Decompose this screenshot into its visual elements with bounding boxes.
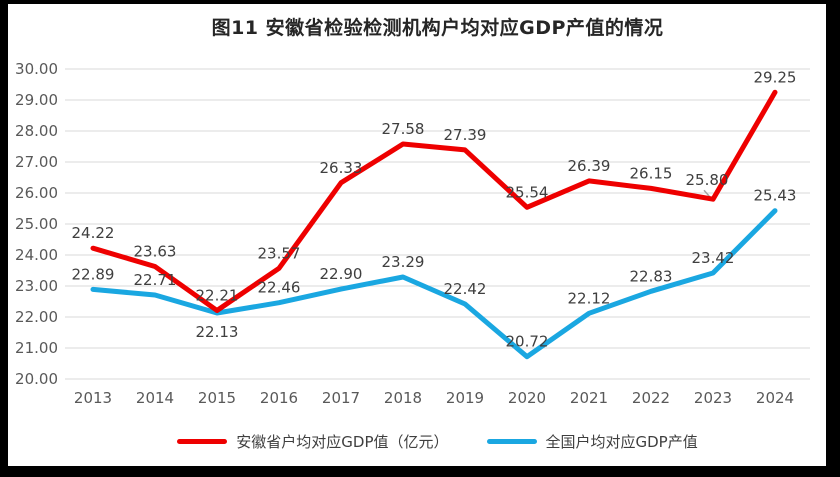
data-label: 22.13: [196, 323, 239, 341]
y-tick-label: 25.00: [15, 215, 58, 233]
x-tick-label: 2024: [756, 389, 794, 407]
y-tick-label: 24.00: [15, 246, 58, 264]
data-label: 24.22: [72, 224, 115, 242]
x-tick-label: 2020: [508, 389, 546, 407]
y-tick-label: 27.00: [15, 153, 58, 171]
chart-title: 图11 安徽省检验检测机构户均对应GDP产值的情况: [211, 17, 664, 39]
data-label: 22.46: [258, 279, 301, 297]
data-label: 23.63: [134, 242, 177, 260]
y-tick-label: 21.00: [15, 339, 58, 357]
data-label: 27.58: [382, 120, 425, 138]
x-tick-label: 2016: [260, 389, 298, 407]
legend-item-national: 全国户均对应GDP产值: [486, 431, 698, 452]
legend-line-blue-icon: [486, 438, 537, 444]
data-label: 29.25: [754, 68, 797, 86]
series-line-national: [90, 208, 778, 360]
data-label: 22.90: [320, 265, 363, 283]
y-tick-label: 28.00: [15, 122, 58, 140]
x-tick-label: 2018: [384, 389, 422, 407]
legend-line-red-icon: [177, 438, 228, 444]
x-tick-label: 2014: [136, 389, 174, 407]
x-tick-label: 2023: [694, 389, 732, 407]
y-tick-label: 29.00: [15, 91, 58, 109]
legend: 安徽省户均对应GDP值（亿元） 全国户均对应GDP产值: [65, 425, 810, 457]
x-tick-label: 2021: [570, 389, 608, 407]
data-label: 22.21: [196, 286, 239, 304]
legend-label-anhui: 安徽省户均对应GDP值（亿元）: [236, 432, 449, 451]
data-label: 23.57: [258, 244, 301, 262]
x-tick-label: 2017: [322, 389, 360, 407]
data-label: 25.43: [754, 187, 797, 205]
data-label: 22.83: [630, 267, 673, 285]
x-tick-label: 2013: [74, 389, 112, 407]
data-label: 20.72: [506, 333, 549, 351]
data-label: 23.42: [692, 249, 735, 267]
data-label: 22.71: [134, 271, 177, 289]
x-tick-label: 2022: [632, 389, 670, 407]
x-tick-label: 2019: [446, 389, 484, 407]
x-tick-label: 2015: [198, 389, 236, 407]
data-label: 26.33: [320, 159, 363, 177]
data-label: 22.42: [444, 280, 487, 298]
y-tick-label: 23.00: [15, 277, 58, 295]
data-label: 22.12: [568, 289, 611, 307]
data-label: 25.80: [686, 171, 729, 189]
data-label: 23.29: [382, 253, 425, 271]
y-tick-label: 26.00: [15, 184, 58, 202]
legend-label-national: 全国户均对应GDP产值: [545, 432, 698, 451]
line-chart: 20.00 21.00 22.00 23.00 24.00 25.00 26.00 27.00…: [15, 60, 810, 407]
y-tick-label: 22.00: [15, 308, 58, 326]
y-tick-label: 30.00: [15, 60, 58, 78]
series-line-anhui: [90, 89, 778, 313]
legend-item-anhui: 安徽省户均对应GDP值（亿元）: [177, 431, 449, 452]
y-tick-label: 20.00: [15, 370, 58, 388]
data-label: 25.54: [506, 183, 549, 201]
data-label: 27.39: [444, 126, 487, 144]
data-label: 26.39: [568, 157, 611, 175]
data-label: 22.89: [72, 265, 115, 283]
data-label: 26.15: [630, 164, 673, 182]
